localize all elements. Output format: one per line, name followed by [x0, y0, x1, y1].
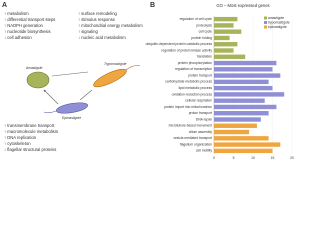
stage-label: Epimastigote: [62, 116, 81, 120]
y-tick-label: translation: [197, 55, 212, 59]
y-tick-label: ubiquitin-dependent protein catabolic pr…: [146, 42, 213, 46]
list-item: ↑ nucleotide biosynthesis: [4, 29, 51, 34]
bar: [214, 136, 269, 141]
bar: [214, 79, 269, 85]
list-item: ↑ DNA replication: [4, 135, 37, 140]
y-tick-label: protein transport: [188, 73, 212, 77]
y-tick-label: oxidation-reduction process: [172, 92, 213, 96]
bar: [214, 60, 277, 66]
y-tick-label: lipid metabolic process: [179, 86, 213, 90]
y-tick-label: regulation of transcription: [175, 67, 212, 71]
legend-label: amastigote: [268, 16, 284, 20]
bar: [214, 92, 285, 97]
bar: [214, 98, 265, 103]
list-item: ↑ transmembrane transport: [4, 123, 55, 128]
y-tick-label: protein phosphorylation: [178, 61, 212, 65]
bar: [214, 42, 238, 47]
list-item: ↑ signaling: [78, 29, 98, 34]
x-tick-label: 0: [213, 156, 215, 160]
chart-title: GO – Most expressed genes: [216, 3, 269, 8]
list-item: ↑ cytoskeleton: [4, 141, 31, 146]
y-tick-label: vesicle-mediated transport: [173, 136, 212, 140]
list-item: ↑ surface remodeling: [78, 11, 118, 16]
y-tick-label: flagellum organization: [180, 142, 212, 146]
panel-label: B: [150, 2, 155, 9]
y-tick-label: regulation of protein kinase activity: [161, 48, 212, 52]
y-tick-label: cellular respiration: [185, 99, 212, 103]
list-item: ↓ flagellar structural proteins: [4, 147, 56, 152]
legend-label: trypomastigote: [268, 20, 290, 24]
y-tick-label: carbohydrate metabolic process: [165, 80, 212, 84]
cell-illustration: [26, 65, 141, 114]
y-tick-label: DNA repair: [196, 117, 213, 121]
bar: [214, 23, 234, 28]
bar: [214, 48, 234, 53]
x-tick-label: 15: [271, 156, 275, 160]
bar: [214, 35, 230, 41]
legend-label: epimastigote: [268, 25, 287, 29]
y-tick-label: proton transport: [189, 111, 212, 115]
bar: [214, 142, 281, 147]
bar: [214, 148, 273, 154]
legend-swatch: [264, 25, 267, 29]
list-item: ↑ metabolism: [4, 11, 29, 16]
list-item: ↑ macromolecule metabolism: [4, 129, 59, 134]
stage-label: Amastigote: [25, 66, 43, 70]
y-tick-label: microtubule-based movement: [169, 124, 213, 128]
y-tick-label: protein folding: [191, 36, 212, 40]
panel-label: A: [2, 2, 7, 9]
bar: [214, 104, 277, 110]
y-tick-label: proteolysis: [196, 23, 212, 27]
list-item: ↓ cell adhesion: [4, 35, 32, 40]
bar: [214, 29, 242, 34]
bar: [214, 129, 250, 135]
bar: [214, 117, 261, 122]
bar: [214, 67, 273, 72]
list-item: ↓ nucleic acid metabolism: [78, 35, 126, 40]
y-tick-label: protein import into mitochondrion: [164, 105, 212, 109]
list-item: ↑ mitochondrial energy metabolism: [78, 23, 143, 28]
legend-swatch: [264, 21, 267, 24]
bar: [214, 111, 269, 116]
bar: [214, 54, 246, 59]
y-tick-label: regulation of cell cycle: [180, 17, 213, 21]
bar: [214, 73, 281, 78]
x-tick-label: 20: [290, 156, 294, 160]
figure: A B ↑ metabolism↑ differential transport…: [2, 2, 294, 160]
list-item: ↑ NADPH generation: [4, 23, 44, 28]
stage-label: Trypomastigote: [104, 62, 127, 66]
list-item: ↑ stimulus response: [78, 17, 116, 22]
legend-swatch: [264, 16, 267, 20]
list-item: ↑ differential transport steps: [4, 17, 55, 22]
y-tick-label: cilium assembly: [189, 130, 213, 134]
bar: [214, 123, 257, 128]
y-tick-label: cell motility: [196, 149, 212, 153]
bar: [214, 16, 238, 22]
x-tick-label: 10: [251, 156, 255, 160]
bar: [214, 85, 273, 91]
y-tick-label: cell cycle: [199, 30, 213, 34]
x-tick-label: 5: [233, 156, 235, 160]
